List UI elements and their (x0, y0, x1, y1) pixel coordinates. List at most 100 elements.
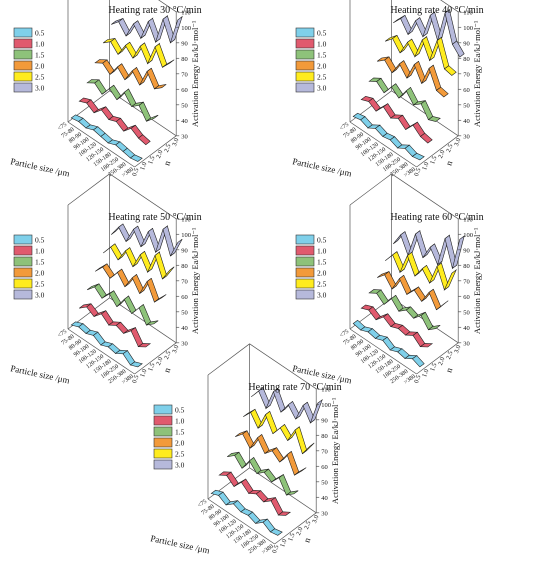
z-tick-label: 70 (463, 71, 470, 78)
legend-label: 2.5 (175, 450, 185, 459)
ribbon-segment (154, 294, 167, 303)
legend-label: 0.5 (175, 406, 185, 415)
n-tick-label: 1.5 (429, 155, 438, 165)
legend-label: 2.5 (35, 280, 45, 289)
legend-swatch (295, 71, 315, 82)
n-tick-label: 1.0 (421, 161, 430, 171)
ribbon-segment (123, 295, 137, 315)
z-tick-label: 90 (463, 40, 470, 47)
ribbon-series-2.0 (377, 271, 449, 311)
chart-title: Heating rate 30 °C/min (108, 5, 201, 16)
z-tick-label: 80 (463, 56, 470, 63)
ribbon-series-0.5 (70, 321, 143, 368)
n-axis-label: n (161, 159, 172, 167)
z-tick-label: 110 (463, 9, 473, 16)
ribbon-series-2.5 (243, 408, 315, 455)
ribbon-segment (170, 238, 183, 257)
z-tick-label: 60 (321, 464, 328, 471)
legend-label: 0.5 (317, 236, 327, 245)
n-tick-label: 1.0 (279, 538, 288, 548)
ribbon-segment (146, 114, 159, 122)
n-tick-label: 3.0 (171, 137, 180, 147)
n-tick-label: 2.5 (163, 350, 172, 360)
z-tick-label: 100 (463, 25, 473, 32)
legend-swatch (153, 404, 173, 415)
ribbon-segment (130, 327, 144, 348)
ribbon-segment (286, 450, 300, 476)
ribbon-segment (129, 361, 143, 368)
z-tick-label: 50 (463, 102, 470, 109)
ribbon-segment (428, 288, 442, 311)
category-tick-label: <75 (57, 329, 68, 339)
ribbon-segment (129, 154, 143, 162)
n-tick-label: 0.5 (271, 544, 280, 554)
ribbon-segment (286, 490, 299, 496)
z-tick-label: 70 (321, 448, 328, 455)
legend-label: 2.0 (317, 269, 327, 278)
legend-swatch (295, 278, 315, 289)
ribbon-series-1.0 (360, 95, 433, 144)
legend-label: 0.5 (35, 29, 45, 38)
ribbon-segment (452, 40, 465, 58)
legend-label: 1.5 (35, 51, 45, 60)
ribbon-segment (278, 474, 292, 496)
z-tick-label: 30 (463, 340, 470, 347)
n-tick-label: 3.0 (311, 514, 320, 524)
legend-swatch (13, 278, 33, 289)
z-tick-label: 40 (181, 325, 188, 332)
n-tick-label: 2.0 (155, 356, 164, 366)
z-tick-label: 110 (181, 216, 191, 223)
legend-swatch (13, 267, 33, 278)
legend-swatch (295, 49, 315, 60)
z-axis-label: Activation Energy Ea/kJ·mol⁻¹ (330, 397, 340, 504)
legend-label: 3.0 (35, 291, 45, 300)
ribbon-segment (411, 355, 425, 368)
x-axis-label: Particle size /μm (292, 156, 353, 178)
z-axis-label: Activation Energy Ea/kJ·mol⁻¹ (472, 227, 482, 334)
ribbon-segment (154, 84, 167, 90)
legend: 0.5 1.0 1.5 2.0 2.5 3.0 (153, 404, 185, 470)
ribbon-series-1.0 (78, 97, 151, 146)
legend-swatch (295, 27, 315, 38)
n-tick-label: 1.5 (147, 155, 156, 165)
legend-swatch (153, 426, 173, 437)
ribbon-segment (405, 86, 419, 106)
legend-label: 2.5 (317, 73, 327, 82)
ribbon-segment (391, 294, 404, 312)
z-tick-label: 80 (181, 263, 188, 270)
ribbon-series-1.5 (368, 289, 441, 331)
z-tick-label: 80 (321, 433, 328, 440)
n-tick-label: 1.0 (139, 161, 148, 171)
ribbon-series-1.5 (368, 77, 441, 122)
n-tick-label: 0.5 (413, 374, 422, 384)
legend-swatch (295, 256, 315, 267)
legend-label: 1.5 (317, 51, 327, 60)
ribbon-segment (419, 132, 433, 144)
n-tick-label: 3.0 (453, 137, 462, 147)
z-tick-label: 90 (181, 40, 188, 47)
ribbon-segment (451, 235, 465, 270)
chart-panel-3: Heating rate 50 °C/min 30 40 50 60 70 80 90 100 1… (10, 173, 202, 386)
ribbon-segment (249, 457, 262, 475)
z-tick-label: 90 (181, 247, 188, 254)
ribbon-segment (169, 15, 183, 44)
ribbon-series-1.0 (360, 304, 434, 348)
category-tick-label: <75 (57, 122, 68, 132)
n-axis-label: n (161, 366, 172, 374)
legend-swatch (13, 27, 33, 38)
legend-label: 1.0 (35, 247, 45, 256)
legend-swatch (153, 415, 173, 426)
z-tick-label: 90 (463, 247, 470, 254)
legend-swatch (13, 289, 33, 300)
n-tick-label: 2.0 (437, 149, 446, 159)
z-tick-label: 60 (181, 294, 188, 301)
legend-label: 2.0 (317, 62, 327, 71)
z-tick-label: 30 (463, 133, 470, 140)
ribbon-segment (294, 426, 308, 455)
legend-label: 1.0 (317, 247, 327, 256)
ribbon-segment (146, 277, 160, 303)
category-tick-label: <75 (197, 499, 208, 509)
ribbon-segment (309, 398, 323, 424)
ribbon-segment (123, 88, 137, 108)
n-tick-label: 0.5 (131, 374, 140, 384)
